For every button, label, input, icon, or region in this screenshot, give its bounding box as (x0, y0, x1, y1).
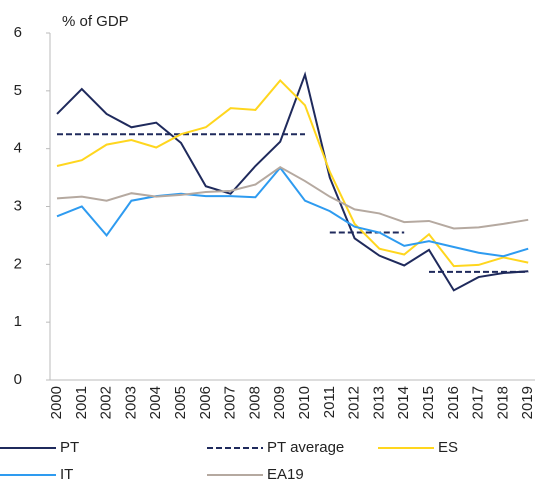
series-line (56, 165, 529, 230)
legend-label: PT average (267, 439, 344, 456)
y-tick-label: 0 (14, 371, 22, 388)
y-tick-label: 6 (14, 24, 22, 41)
x-tick-label: 2015 (420, 386, 437, 419)
x-tick-label: 2012 (346, 386, 363, 419)
x-tick-label: 2019 (519, 386, 536, 419)
series-line (56, 166, 529, 258)
y-tick-label: 1 (14, 313, 22, 330)
x-tick-label: 2004 (147, 386, 164, 419)
x-tick-label: 2017 (470, 386, 487, 419)
x-tick-label: 2005 (172, 386, 189, 419)
x-tick-label: 2006 (197, 386, 214, 419)
x-tick-label: 2002 (98, 386, 115, 419)
x-tick-label: 2000 (48, 386, 65, 419)
series-line (56, 71, 529, 292)
legend-label: EA19 (267, 466, 304, 483)
x-tick-label: 2011 (321, 386, 338, 418)
y-tick-label: 3 (14, 197, 22, 214)
y-tick-label: 4 (14, 140, 22, 157)
y-tick-label: 5 (14, 82, 22, 99)
legend-label: IT (60, 466, 73, 483)
x-tick-label: 2018 (494, 386, 511, 419)
x-tick-label: 2016 (445, 386, 462, 419)
x-tick-label: 2009 (271, 386, 288, 419)
x-tick-label: 2010 (296, 386, 313, 419)
x-tick-label: 2013 (370, 386, 387, 419)
x-tick-label: 2014 (395, 386, 412, 419)
legend-label: PT (60, 439, 79, 456)
x-tick-label: 2003 (122, 386, 139, 419)
x-tick-label: 2001 (73, 386, 90, 419)
series-line (56, 78, 529, 268)
x-tick-label: 2008 (246, 386, 263, 419)
legend-label: ES (438, 439, 458, 456)
y-tick-label: 2 (14, 255, 22, 272)
x-tick-label: 2007 (222, 386, 239, 419)
chart-title: % of GDP (62, 13, 129, 30)
